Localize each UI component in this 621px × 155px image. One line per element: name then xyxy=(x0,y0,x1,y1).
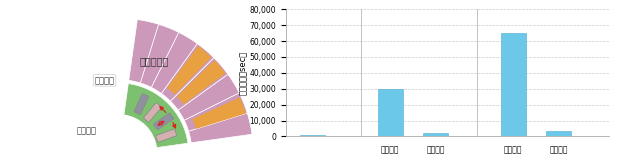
Wedge shape xyxy=(167,46,211,95)
Text: 分散処理: 分散処理 xyxy=(427,145,445,154)
Text: 連続実行: 連続実行 xyxy=(504,145,522,154)
Wedge shape xyxy=(161,44,214,101)
Wedge shape xyxy=(123,115,157,148)
Wedge shape xyxy=(140,24,179,87)
Text: 磁石角度: 磁石角度 xyxy=(94,76,114,85)
Wedge shape xyxy=(124,84,188,148)
Text: 連続実行: 連続実行 xyxy=(381,145,399,154)
Wedge shape xyxy=(184,93,247,131)
Wedge shape xyxy=(178,74,239,120)
FancyBboxPatch shape xyxy=(134,94,148,114)
Wedge shape xyxy=(129,20,158,83)
Text: 分散処理: 分散処理 xyxy=(550,145,568,154)
FancyBboxPatch shape xyxy=(156,129,176,142)
Bar xyxy=(501,33,525,136)
FancyBboxPatch shape xyxy=(143,103,161,122)
Bar xyxy=(378,89,403,136)
Wedge shape xyxy=(152,32,197,93)
Bar xyxy=(301,135,325,136)
Wedge shape xyxy=(193,97,246,129)
Wedge shape xyxy=(177,60,225,104)
Text: 磁石深さ: 磁石深さ xyxy=(76,126,96,136)
Text: 解析モデル: 解析モデル xyxy=(140,57,169,66)
Bar xyxy=(546,131,571,136)
FancyBboxPatch shape xyxy=(153,113,174,130)
Wedge shape xyxy=(189,113,252,143)
Y-axis label: 実行時間（sec）: 実行時間（sec） xyxy=(239,51,248,95)
Bar xyxy=(424,133,448,136)
Wedge shape xyxy=(170,58,228,110)
